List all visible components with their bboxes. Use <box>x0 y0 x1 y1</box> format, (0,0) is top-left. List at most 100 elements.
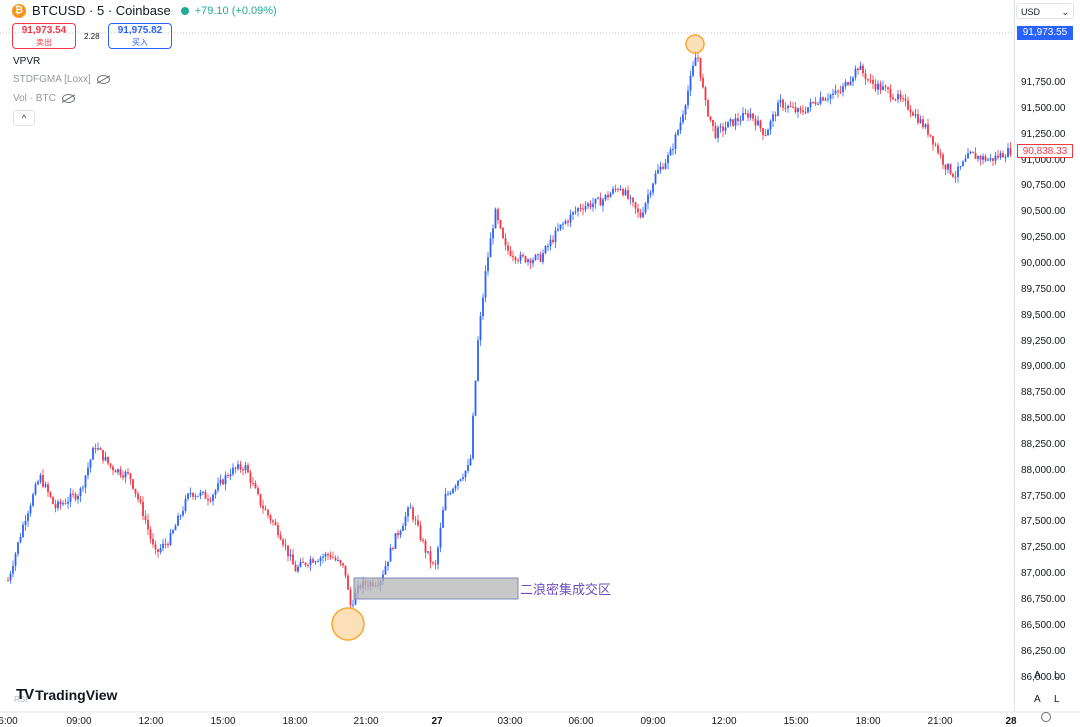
candle-body <box>719 126 722 128</box>
candle-body <box>457 480 459 486</box>
time-axis-label: 12:00 <box>711 716 737 727</box>
indicator-vpvr[interactable]: VPVR <box>13 56 40 67</box>
line-price-tag: 90,838.33 <box>1017 144 1073 158</box>
price-axis-label: 90,250.00 <box>1021 232 1066 244</box>
candle-body <box>494 209 497 229</box>
candle-body <box>344 565 347 576</box>
candle-body <box>184 498 187 511</box>
candle-body <box>352 604 354 606</box>
indicator-stdfgma[interactable]: STDFGMA [Loxx] <box>13 74 110 85</box>
price-axis-label: 91,000.00 <box>1021 154 1066 166</box>
candle-body <box>619 188 622 190</box>
candle-body <box>259 494 262 506</box>
candle-body <box>669 149 672 156</box>
candle-body <box>507 245 509 251</box>
chevron-down-icon: ⌄ <box>1061 7 1069 17</box>
candle-body <box>29 505 32 514</box>
candle-body <box>984 156 987 161</box>
candle-body <box>717 127 719 138</box>
price-axis-label: 88,750.00 <box>1021 387 1066 399</box>
candle-body <box>387 561 389 567</box>
candle-body <box>599 197 602 206</box>
sell-button[interactable]: 91,973.54 卖出 <box>12 23 76 49</box>
candle-body <box>224 475 227 485</box>
consolidation-zone[interactable] <box>353 577 519 600</box>
bitcoin-icon: ₿ <box>12 3 26 18</box>
candle-body <box>949 163 952 174</box>
collapse-indicators-button[interactable]: ^ <box>13 110 35 126</box>
candle-body <box>692 65 694 76</box>
candle-body <box>384 566 387 575</box>
candle-body <box>532 259 534 264</box>
candle-body <box>774 114 777 116</box>
time-axis-label: 06:00 <box>568 716 594 727</box>
candle-body <box>634 202 637 209</box>
indicator-volume[interactable]: Vol · BTC <box>13 93 75 104</box>
candle-body <box>704 87 707 101</box>
candle-body <box>152 538 154 545</box>
symbol-title[interactable]: BTCUSD · 5 · Coinbase <box>32 3 171 18</box>
candle-body <box>857 68 859 71</box>
candle-body <box>607 194 609 198</box>
currency-select[interactable]: USD ⌄ <box>1016 3 1074 19</box>
candle-body <box>172 530 174 534</box>
price-axis-label: 86,750.00 <box>1021 594 1066 605</box>
candle-body <box>24 520 27 525</box>
candle-body <box>892 97 894 100</box>
candle-body <box>987 159 989 161</box>
market-status-icon <box>180 6 189 15</box>
candle-body <box>587 203 589 207</box>
candle-body <box>504 238 507 246</box>
price-axis-label: 90,750.00 <box>1021 180 1066 192</box>
time-axis-label: 09:00 <box>640 716 666 727</box>
log-scale-button[interactable]: L <box>1054 670 1060 681</box>
candle-body <box>572 212 574 215</box>
candle-body <box>67 501 69 504</box>
candle-body <box>944 164 947 170</box>
settings-icon[interactable] <box>1041 712 1051 722</box>
auto-scale-button[interactable]: A <box>1034 670 1041 681</box>
candle-body <box>309 559 312 566</box>
candle-body <box>667 155 669 164</box>
candle-body <box>212 494 214 502</box>
eye-off-icon[interactable] <box>96 75 110 84</box>
candle-body <box>452 488 454 493</box>
auto-scale-button-2[interactable]: A <box>1034 694 1041 705</box>
candle-body <box>797 108 799 113</box>
candle-body <box>89 459 92 468</box>
candle-body <box>517 260 519 262</box>
log-scale-button-2[interactable]: L <box>1054 694 1060 705</box>
symbol-header[interactable]: ₿ BTCUSD · 5 · Coinbase +79.10 (+0.09%) <box>12 3 277 18</box>
candle-body <box>904 98 907 101</box>
candle-body <box>167 544 169 546</box>
candle-body <box>527 259 529 263</box>
candle-body <box>144 516 147 520</box>
candle-body <box>332 557 334 559</box>
candle-body <box>622 188 624 196</box>
candle-body <box>782 99 784 108</box>
buy-button[interactable]: 91,975.82 买入 <box>108 23 172 49</box>
candle-body <box>942 154 944 165</box>
candle-body <box>122 475 124 478</box>
eye-off-icon[interactable] <box>61 94 75 103</box>
low-highlight-circle[interactable] <box>331 607 365 641</box>
candle-body <box>1007 148 1009 158</box>
candle-body <box>419 525 422 540</box>
candle-body <box>99 448 102 450</box>
candle-body <box>272 520 274 523</box>
candle-body <box>82 487 84 489</box>
high-highlight-circle[interactable] <box>685 34 705 54</box>
candle-body <box>799 108 802 111</box>
candle-body <box>964 158 967 162</box>
current-price-tag: 91,973.55 <box>1017 26 1073 40</box>
price-change: +79.10 (+0.09%) <box>194 4 277 17</box>
candle-body <box>539 254 542 262</box>
candle-body <box>92 447 94 460</box>
time-axis-label: 21:00 <box>353 716 379 727</box>
time-axis-label: 27 <box>431 716 443 727</box>
candle-body <box>252 482 254 484</box>
candle-body <box>792 106 794 108</box>
candle-body <box>214 490 217 495</box>
candle-body <box>749 113 752 118</box>
